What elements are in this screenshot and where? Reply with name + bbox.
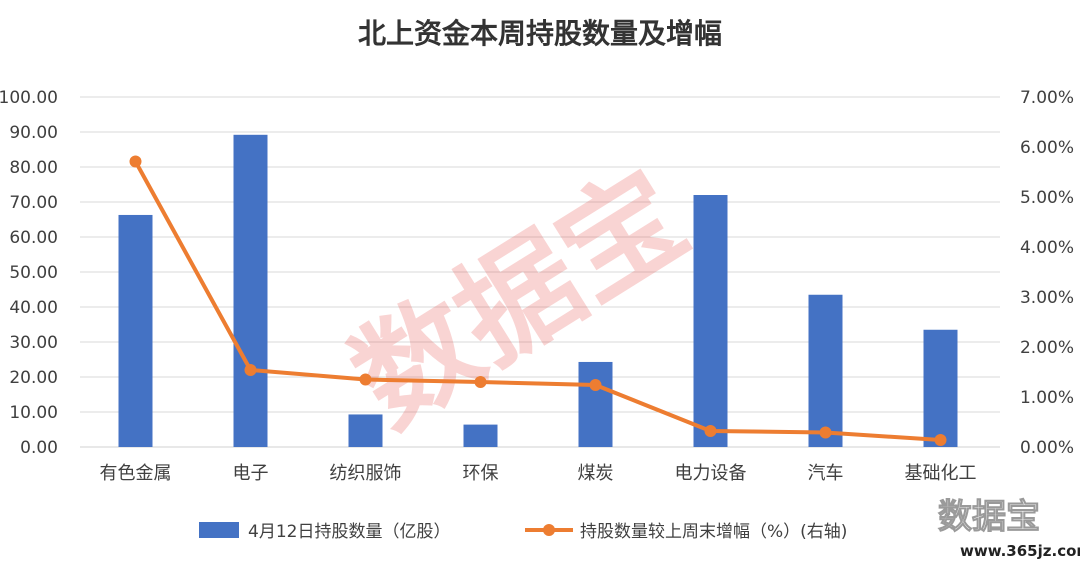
legend-swatch-bar <box>199 522 239 538</box>
bar-电力设备 <box>693 195 728 447</box>
left-tick-label: 90.00 <box>9 123 58 143</box>
left-tick-label: 70.00 <box>9 193 58 213</box>
left-tick-label: 40.00 <box>9 298 58 318</box>
bar-汽车 <box>808 294 843 447</box>
bar-基础化工 <box>923 329 958 447</box>
line-point-电力设备 <box>704 425 717 437</box>
right-tick-label: 3.00% <box>1020 288 1074 308</box>
legend-label-bar: 4月12日持股数量（亿股） <box>248 522 450 542</box>
right-tick-label: 1.00% <box>1020 388 1074 408</box>
left-tick-label: 10.00 <box>9 403 58 423</box>
line-point-汽车 <box>819 426 832 439</box>
watermark-url: www.365jz.com <box>960 542 1080 560</box>
line-point-环保 <box>474 376 487 388</box>
category-label: 基础化工 <box>905 463 977 484</box>
line-point-基础化工 <box>934 434 947 446</box>
line-point-纺织服饰 <box>359 373 372 386</box>
right-tick-label: 5.00% <box>1020 188 1074 208</box>
category-label: 汽车 <box>808 463 844 484</box>
chart-title: 北上资金本周持股数量及增幅 <box>358 17 722 50</box>
line-point-电子 <box>244 364 257 376</box>
line-series <box>129 155 947 446</box>
right-tick-label: 0.00% <box>1020 438 1074 458</box>
bar-有色金属 <box>118 214 153 447</box>
left-axis-ticks: 0.00 10.00 20.00 30.00 40.00 50.00 60.00 70.00 8… <box>0 88 58 458</box>
right-tick-label: 6.00% <box>1020 138 1074 158</box>
right-tick-label: 7.00% <box>1020 88 1074 108</box>
bar-环保 <box>463 424 498 447</box>
bar-电子 <box>233 134 268 448</box>
category-label: 电子 <box>233 463 269 484</box>
category-labels: 有色金属 电子 纺织服饰 环保 煤炭 电力设备 汽车 基础化工 <box>100 463 977 484</box>
category-label: 纺织服饰 <box>330 463 402 484</box>
legend-label-line: 持股数量较上周末增幅（%）(右轴) <box>580 522 847 542</box>
legend-swatch-marker <box>543 524 555 536</box>
left-tick-label: 80.00 <box>9 158 58 178</box>
right-tick-label: 4.00% <box>1020 238 1074 258</box>
left-tick-label: 50.00 <box>9 263 58 283</box>
left-tick-label: 20.00 <box>9 368 58 388</box>
category-label: 环保 <box>463 463 499 484</box>
category-label: 有色金属 <box>100 463 172 484</box>
left-tick-label: 60.00 <box>9 228 58 248</box>
line-point-有色金属 <box>129 155 142 168</box>
left-tick-label: 0.00 <box>20 438 58 458</box>
bar-series <box>118 134 958 448</box>
line-path <box>133 160 941 442</box>
bar-纺织服饰 <box>348 414 383 447</box>
line-point-煤炭 <box>589 379 602 391</box>
left-tick-label: 30.00 <box>9 333 58 353</box>
category-label: 煤炭 <box>578 463 614 484</box>
right-tick-label: 2.00% <box>1020 338 1074 358</box>
legend: 4月12日持股数量（亿股） 持股数量较上周末增幅（%）(右轴) <box>199 522 847 542</box>
left-tick-label: 100.00 <box>0 88 58 108</box>
bar-煤炭 <box>578 361 613 447</box>
right-axis-ticks: 0.00% 1.00% 2.00% 3.00% 4.00% 5.00% 6.00% 7.00% <box>1020 88 1074 458</box>
category-label: 电力设备 <box>675 463 747 484</box>
watermark-brand: 数据宝 <box>938 497 1040 537</box>
